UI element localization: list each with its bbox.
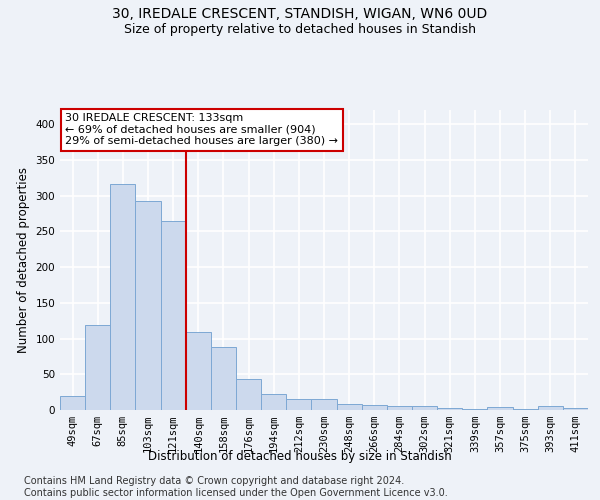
Bar	[211, 347, 236, 410]
Bar	[487, 407, 512, 410]
Bar	[337, 404, 362, 410]
Text: Size of property relative to detached houses in Standish: Size of property relative to detached ho…	[124, 22, 476, 36]
Bar	[286, 400, 311, 410]
Bar	[261, 394, 286, 410]
Bar	[538, 406, 563, 410]
Bar	[186, 332, 211, 410]
Bar	[60, 396, 85, 410]
Bar	[161, 220, 186, 410]
Text: 30 IREDALE CRESCENT: 133sqm
← 69% of detached houses are smaller (904)
29% of se: 30 IREDALE CRESCENT: 133sqm ← 69% of det…	[65, 113, 338, 146]
Bar	[136, 202, 161, 410]
Bar	[387, 406, 412, 410]
Bar	[236, 378, 261, 410]
Bar	[437, 408, 462, 410]
Bar	[311, 400, 337, 410]
Bar	[85, 325, 110, 410]
Text: 30, IREDALE CRESCENT, STANDISH, WIGAN, WN6 0UD: 30, IREDALE CRESCENT, STANDISH, WIGAN, W…	[112, 8, 488, 22]
Y-axis label: Number of detached properties: Number of detached properties	[17, 167, 30, 353]
Bar	[412, 406, 437, 410]
Bar	[362, 405, 387, 410]
Bar	[563, 408, 588, 410]
Text: Distribution of detached houses by size in Standish: Distribution of detached houses by size …	[148, 450, 452, 463]
Text: Contains HM Land Registry data © Crown copyright and database right 2024.
Contai: Contains HM Land Registry data © Crown c…	[24, 476, 448, 498]
Bar	[110, 184, 136, 410]
